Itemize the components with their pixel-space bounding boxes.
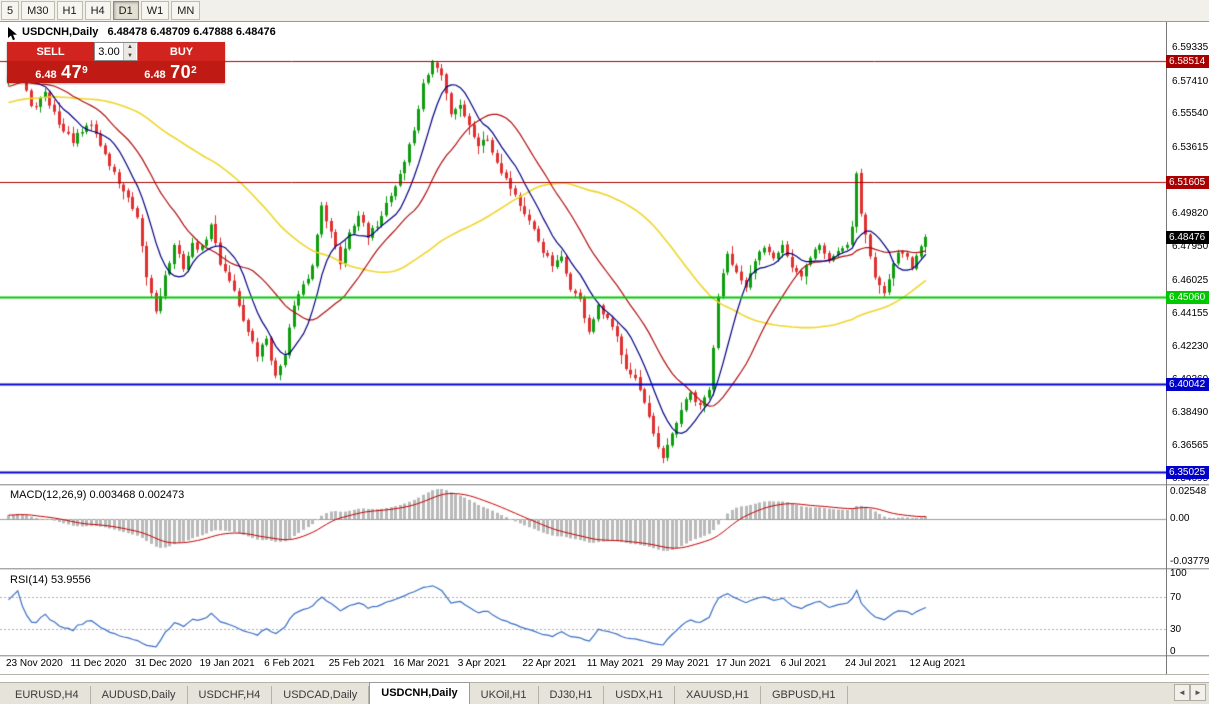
- x-axis-label: 6 Jul 2021: [780, 658, 827, 669]
- buy-price-big: 70: [170, 61, 192, 82]
- cursor-icon: [7, 27, 18, 46]
- x-axis-label: 3 Apr 2021: [457, 658, 507, 669]
- price-axis-tick: 6.55540: [1172, 108, 1209, 120]
- price-axis-tick: 6.44155: [1172, 307, 1209, 319]
- buy-button[interactable]: BUY: [138, 42, 225, 61]
- price-level-tag: 6.35025: [1166, 466, 1209, 480]
- sell-price-sup: 9: [82, 64, 88, 76]
- chart-tab-xauusd-h1[interactable]: XAUUSD,H1: [674, 686, 761, 704]
- timeframe-button-d1[interactable]: D1: [112, 1, 139, 20]
- chart-ohlc-values: 6.48478 6.48709 6.47888 6.48476: [107, 26, 276, 38]
- trade-price-row: 6.48 479 6.48 702: [7, 61, 225, 83]
- tab-scroll-left-button[interactable]: ◄: [1174, 684, 1190, 701]
- price-axis-tick: 6.46025: [1172, 274, 1209, 286]
- rsi-scale-100: 100: [1170, 568, 1187, 579]
- chart-tab-usdcad-daily[interactable]: USDCAD,Daily: [272, 686, 370, 704]
- rsi-panel-divider[interactable]: [0, 568, 1209, 570]
- x-axis-label: 24 Jul 2021: [845, 658, 897, 669]
- rsi-scale-70: 70: [1170, 592, 1182, 603]
- x-axis-label: 12 Aug 2021: [909, 658, 966, 669]
- chart-tab-ukoil-h1[interactable]: UKOil,H1: [469, 686, 539, 704]
- x-axis-label: 19 Jan 2021: [199, 658, 255, 669]
- rsi-scale-30: 30: [1170, 624, 1182, 635]
- time-axis: 23 Nov 2020 11 Dec 2020 31 Dec 2020 19 Jan …: [0, 658, 1166, 672]
- rsi-scale-0: 0: [1170, 646, 1176, 657]
- volume-decrease-button[interactable]: ▼: [124, 51, 136, 60]
- price-axis-tick: 6.49820: [1172, 208, 1209, 220]
- x-axis-label: 25 Feb 2021: [328, 658, 385, 669]
- chart-tab-usdchf-h4[interactable]: USDCHF,H4: [187, 686, 273, 704]
- chart-title: USDCNH,Daily 6.48478 6.48709 6.47888 6.4…: [22, 26, 276, 38]
- buy-price-small: 6.48: [144, 68, 166, 81]
- timeframe-button-mn[interactable]: MN: [171, 1, 201, 20]
- chart-bottom-frame: [0, 674, 1209, 675]
- timeframe-button-5[interactable]: 5: [1, 1, 20, 20]
- price-axis-tick: 6.57410: [1172, 75, 1209, 87]
- current-price-tag: 6.48476: [1166, 230, 1209, 244]
- volume-increase-button[interactable]: ▲: [124, 43, 136, 52]
- macd-scale-zero: 0.00: [1170, 513, 1190, 524]
- price-axis-separator: [1166, 22, 1167, 674]
- price-axis: 6.593356.574106.555406.536156.516906.498…: [1166, 22, 1209, 677]
- x-axis-label: 11 May 2021: [586, 658, 644, 669]
- macd-indicator-label: MACD(12,26,9) 0.003468 0.002473: [10, 489, 185, 501]
- chart-tab-usdcnh-daily[interactable]: USDCNH,Daily: [369, 682, 470, 704]
- price-level-tag: 6.40042: [1166, 378, 1209, 392]
- chart-tabs: EURUSD,H4 AUDUSD,Daily USDCHF,H4 USDCAD,Dai…: [4, 682, 848, 704]
- timeframe-button-h4[interactable]: H4: [84, 1, 111, 20]
- x-axis-label: 6 Feb 2021: [264, 658, 315, 669]
- price-level-tag: 6.45060: [1166, 290, 1209, 304]
- buy-price[interactable]: 6.48 702: [144, 62, 196, 83]
- timeframe-button-w1[interactable]: W1: [140, 1, 170, 20]
- chart-tab-gbpusd-h1[interactable]: GBPUSD,H1: [760, 686, 848, 704]
- x-axis-label: 16 Mar 2021: [393, 658, 450, 669]
- x-axis-label: 22 Apr 2021: [522, 658, 577, 669]
- chart-symbol-period: USDCNH,Daily: [22, 26, 99, 38]
- price-axis-tick: 6.53615: [1172, 142, 1209, 154]
- x-axis-label: 29 May 2021: [651, 658, 710, 669]
- price-axis-tick: 6.42230: [1172, 341, 1209, 353]
- chart-tab-bar: EURUSD,H4 AUDUSD,Daily USDCHF,H4 USDCAD,Dai…: [0, 682, 1209, 704]
- buy-price-sup: 2: [191, 64, 197, 76]
- timeframe-button-h1[interactable]: H1: [56, 1, 83, 20]
- price-chart-canvas[interactable]: [0, 22, 1166, 677]
- chart-tab-eurusd-h4[interactable]: EURUSD,H4: [4, 686, 91, 704]
- tab-scroll-right-button[interactable]: ►: [1190, 684, 1206, 701]
- volume-input[interactable]: [95, 43, 123, 60]
- time-axis-divider: [0, 655, 1209, 657]
- price-level-tag: 6.58514: [1166, 55, 1209, 69]
- price-axis-tick: 6.38490: [1172, 406, 1209, 418]
- timeframe-toolbar: 5 M30 H1 H4 D1 W1 MN: [0, 0, 1209, 22]
- price-axis-tick: 6.59335: [1172, 42, 1209, 53]
- x-axis-label: 31 Dec 2020: [135, 658, 192, 669]
- one-click-trading-panel: SELL ▲ ▼ BUY 6.48 479 6.48 702: [7, 42, 225, 83]
- macd-scale-top: 0.02548: [1170, 486, 1207, 497]
- macd-panel-divider[interactable]: [0, 484, 1209, 486]
- chart-tab-dj30-h1[interactable]: DJ30,H1: [538, 686, 605, 704]
- sell-price-big: 47: [61, 61, 83, 82]
- timeframe-buttons: 5 M30 H1 H4 D1 W1 MN: [0, 1, 201, 20]
- volume-control: ▲ ▼: [94, 42, 138, 61]
- chart-tab-usdx-h1[interactable]: USDX,H1: [604, 686, 675, 704]
- macd-scale-bottom: -0.03779: [1170, 556, 1209, 567]
- price-axis-tick: 6.36565: [1172, 440, 1209, 452]
- sell-price-small: 6.48: [35, 68, 57, 81]
- x-axis-label: 11 Dec 2020: [70, 658, 127, 669]
- sell-button[interactable]: SELL: [7, 42, 94, 61]
- price-level-tag: 6.51605: [1166, 176, 1209, 190]
- sell-price[interactable]: 6.48 479: [35, 62, 87, 83]
- price-axis-tick: 6.47950: [1172, 241, 1209, 253]
- rsi-indicator-label: RSI(14) 53.9556: [10, 574, 91, 586]
- chart-area: USDCNH,Daily 6.48478 6.48709 6.47888 6.4…: [0, 22, 1209, 682]
- x-axis-label: 23 Nov 2020: [6, 658, 63, 669]
- x-axis-label: 17 Jun 2021: [715, 658, 771, 669]
- volume-spinner: ▲ ▼: [123, 43, 136, 60]
- timeframe-button-m30[interactable]: M30: [21, 1, 55, 20]
- chart-tab-audusd-daily[interactable]: AUDUSD,Daily: [90, 686, 188, 704]
